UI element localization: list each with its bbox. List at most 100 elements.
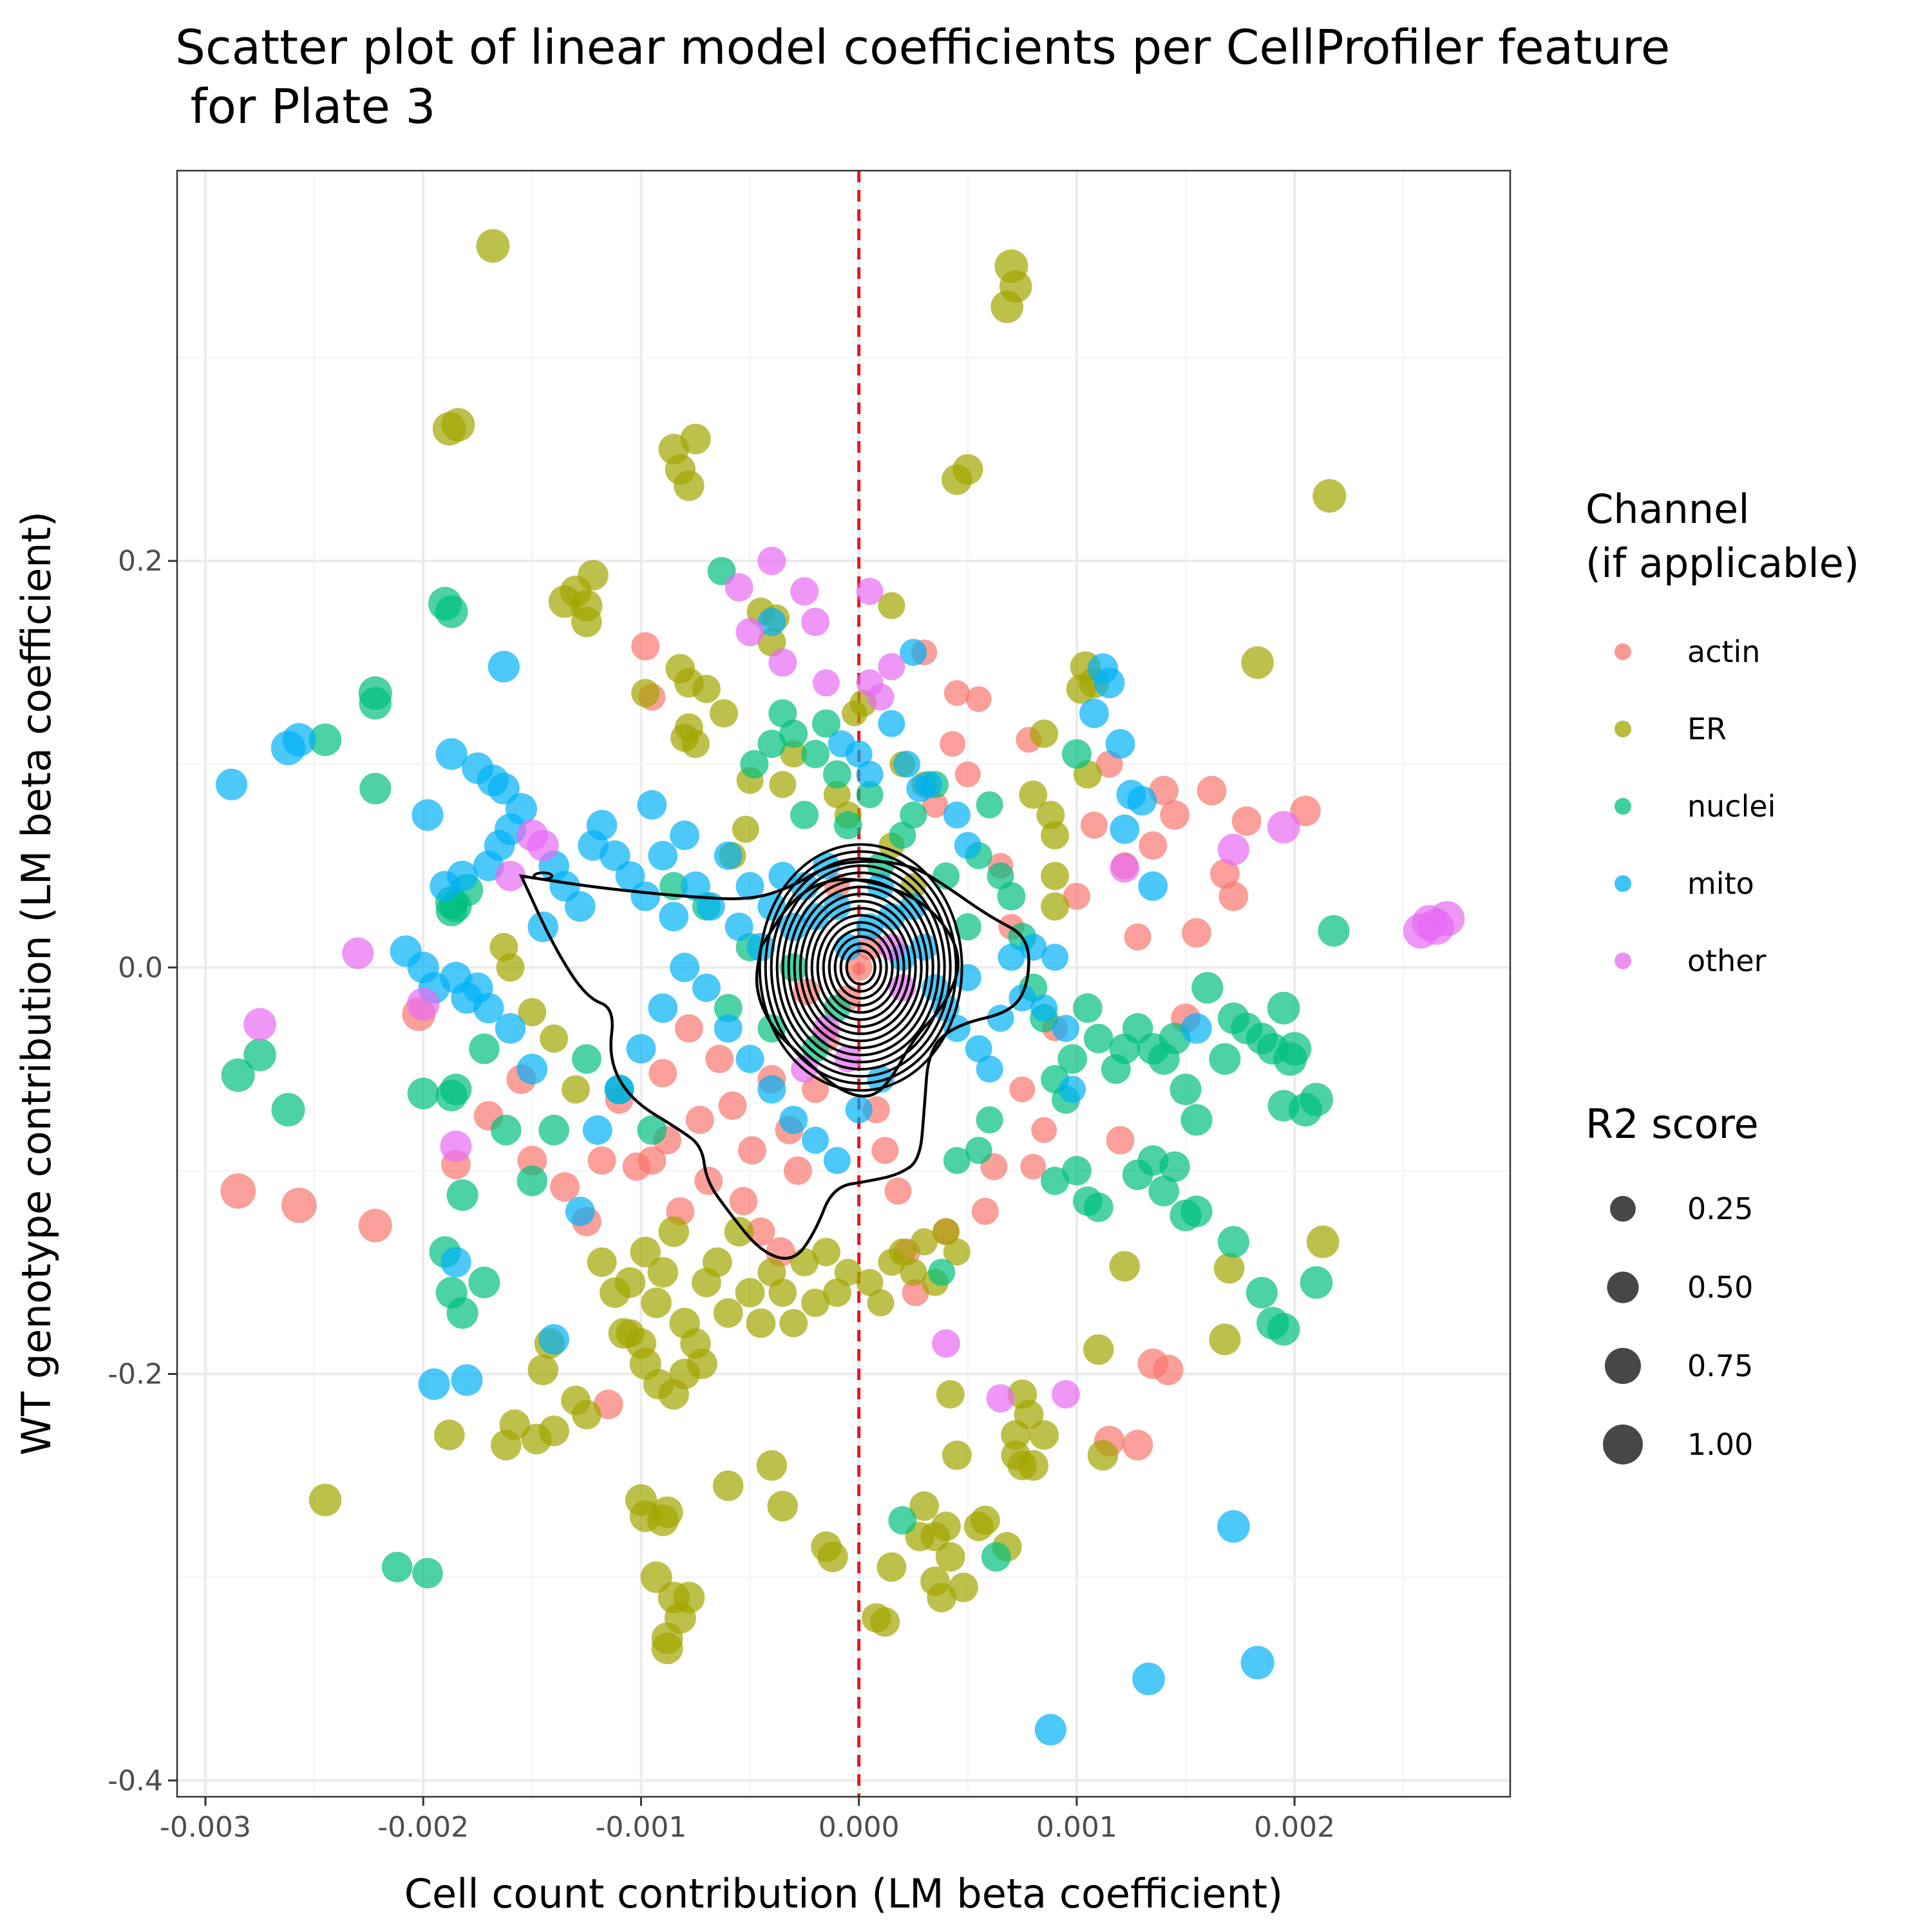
- point-actin: [783, 1156, 812, 1185]
- point-er: [1030, 719, 1059, 748]
- point-er: [441, 408, 475, 442]
- point-er: [687, 1348, 717, 1379]
- point-er: [935, 1542, 965, 1572]
- point-mito: [216, 768, 248, 800]
- point-actin: [1139, 831, 1168, 860]
- legend-label-mito: mito: [1687, 866, 1754, 901]
- point-mito: [954, 831, 981, 859]
- point-nuclei: [407, 1077, 439, 1110]
- point-mito: [757, 1075, 786, 1104]
- point-nuclei: [1083, 1023, 1113, 1054]
- size-legend-label: 0.25: [1687, 1191, 1753, 1226]
- density-contour: [810, 907, 911, 1028]
- channel-legend-title: (if applicable): [1586, 540, 1859, 587]
- point-mito: [1105, 729, 1135, 759]
- point-er: [490, 1430, 522, 1461]
- point-mito: [473, 992, 504, 1024]
- point-actin: [1218, 881, 1249, 911]
- legend-label-actin: actin: [1687, 634, 1760, 669]
- size-legend-key: [1604, 1347, 1642, 1385]
- y-axis-ticks: -0.4 -0.2 0.0 0.2: [108, 545, 177, 1797]
- legend-key-other: [1615, 952, 1631, 969]
- point-mito: [1034, 1714, 1066, 1746]
- point-nuclei: [1267, 992, 1300, 1025]
- point-nuclei: [1170, 1074, 1202, 1106]
- point-other: [342, 937, 374, 969]
- point-mito: [692, 973, 721, 1002]
- point-er: [527, 1354, 558, 1385]
- point-er: [680, 423, 711, 455]
- point-nuclei: [1209, 1043, 1241, 1075]
- point-nuclei: [801, 739, 830, 768]
- point-actin: [1231, 806, 1262, 836]
- point-other: [768, 648, 797, 677]
- point-nuclei: [469, 1033, 500, 1065]
- point-mito: [1094, 667, 1125, 699]
- point-actin: [1209, 859, 1240, 889]
- point-mito: [418, 1368, 450, 1400]
- point-other: [790, 577, 819, 606]
- r2-legend-title: R2 score: [1586, 1101, 1759, 1148]
- x-tick-label: -0.002: [377, 1811, 469, 1844]
- point-er: [673, 1582, 705, 1614]
- point-nuclei: [243, 1038, 276, 1072]
- density-contour: [770, 857, 952, 1078]
- point-mito: [527, 911, 558, 942]
- point-er: [651, 1622, 683, 1654]
- point-er: [1083, 1334, 1114, 1365]
- point-mito: [965, 1035, 992, 1063]
- point-nuclei: [954, 913, 981, 941]
- point-er: [801, 1289, 830, 1318]
- point-actin: [1020, 1153, 1046, 1180]
- point-mito: [451, 1364, 483, 1396]
- point-mito: [630, 881, 661, 911]
- point-mito: [586, 810, 618, 841]
- point-other: [931, 1329, 960, 1358]
- point-mito: [845, 740, 873, 768]
- point-er: [1029, 1420, 1059, 1450]
- size-legend-label: 0.50: [1687, 1270, 1753, 1305]
- point-mito: [538, 1324, 569, 1355]
- x-tick-label: -0.003: [160, 1811, 251, 1844]
- y-tick-label: 0.0: [118, 951, 163, 984]
- point-er: [692, 674, 721, 703]
- density-contour: [822, 921, 900, 1014]
- point-mito: [565, 1197, 595, 1226]
- point-mito: [648, 840, 678, 871]
- density-contour: [804, 900, 917, 1036]
- point-nuclei: [1180, 1104, 1213, 1136]
- point-nuclei: [468, 1266, 500, 1299]
- point-nuclei: [740, 750, 769, 779]
- x-axis-title: Cell count contribution (LM beta coeffic…: [404, 1870, 1283, 1917]
- point-other: [440, 1130, 472, 1162]
- point-mito: [488, 650, 520, 683]
- point-nuclei: [1061, 739, 1092, 769]
- legend-key-mito: [1615, 875, 1631, 892]
- point-nuclei: [997, 882, 1026, 911]
- point-mito: [998, 943, 1025, 971]
- point-nuclei: [976, 791, 1003, 819]
- point-mito: [735, 871, 764, 901]
- point-actin: [550, 1172, 580, 1202]
- point-er: [841, 700, 867, 726]
- point-er: [817, 1541, 848, 1573]
- point-er: [1109, 1251, 1141, 1282]
- point-er: [931, 1511, 961, 1542]
- density-contour: [839, 942, 882, 993]
- point-er: [1001, 1440, 1031, 1470]
- point-er: [308, 1483, 342, 1517]
- channel-legend-title: Channel: [1586, 486, 1750, 533]
- density-peak-point: [852, 962, 866, 976]
- point-nuclei: [1300, 1266, 1333, 1299]
- point-mito: [1030, 994, 1058, 1022]
- x-tick-label: 0.002: [1254, 1811, 1335, 1844]
- density-contour-mid: [755, 878, 960, 1098]
- point-mito: [856, 761, 884, 788]
- point-nuclei: [490, 1114, 522, 1146]
- point-mito: [893, 750, 921, 778]
- point-er: [746, 1308, 776, 1338]
- point-actin: [705, 1045, 734, 1074]
- point-nuclei: [714, 994, 743, 1023]
- point-er: [702, 1247, 732, 1277]
- point-er: [1209, 1323, 1241, 1356]
